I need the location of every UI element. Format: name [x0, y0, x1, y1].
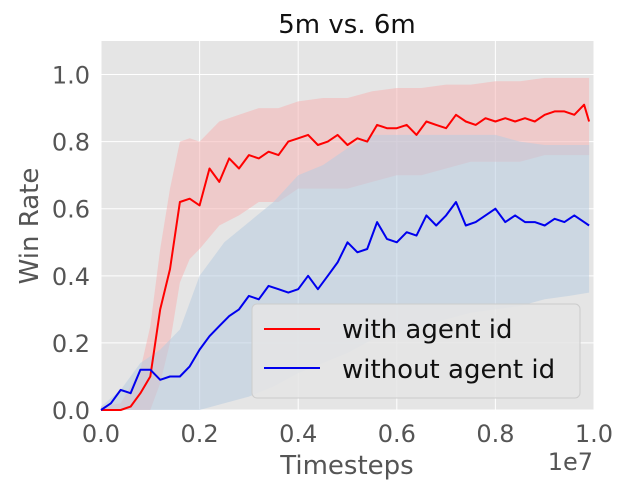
chart-title: 5m vs. 6m	[278, 10, 415, 40]
y-tick-label: 0.6	[52, 196, 90, 224]
x-offset-label: 1e7	[548, 448, 593, 476]
y-axis-label: Win Rate	[15, 168, 45, 285]
tick-labels: 0.0 0.2 0.4 0.6 0.8 1.0 0.0 0.2 0.4 0.6 0.8 1.0	[52, 62, 613, 448]
confidence-bands	[101, 77, 590, 411]
y-tick-label: 0.2	[52, 330, 90, 358]
y-tick-label: 0.4	[52, 263, 90, 291]
x-axis-label: Timesteps	[279, 451, 413, 481]
legend: with agent id without agent id	[251, 303, 581, 399]
legend-box	[251, 303, 581, 399]
legend-label-without-agent-id: without agent id	[342, 355, 555, 385]
x-tick-label: 0.4	[279, 420, 317, 448]
x-tick-label: 0.6	[378, 420, 416, 448]
x-tick-label: 0.0	[82, 420, 120, 448]
x-tick-label: 0.8	[476, 420, 514, 448]
y-tick-label: 1.0	[52, 62, 90, 90]
confidence-band-series-2	[101, 134, 590, 410]
legend-label-with-agent-id: with agent id	[342, 315, 513, 345]
x-tick-label: 0.2	[181, 420, 219, 448]
y-tick-label: 0.0	[52, 397, 90, 425]
x-tick-label: 1.0	[575, 420, 613, 448]
series-line-2	[100, 201, 590, 411]
y-tick-label: 0.8	[52, 129, 90, 157]
series-line-1	[101, 103, 591, 411]
series-lines	[100, 103, 591, 411]
